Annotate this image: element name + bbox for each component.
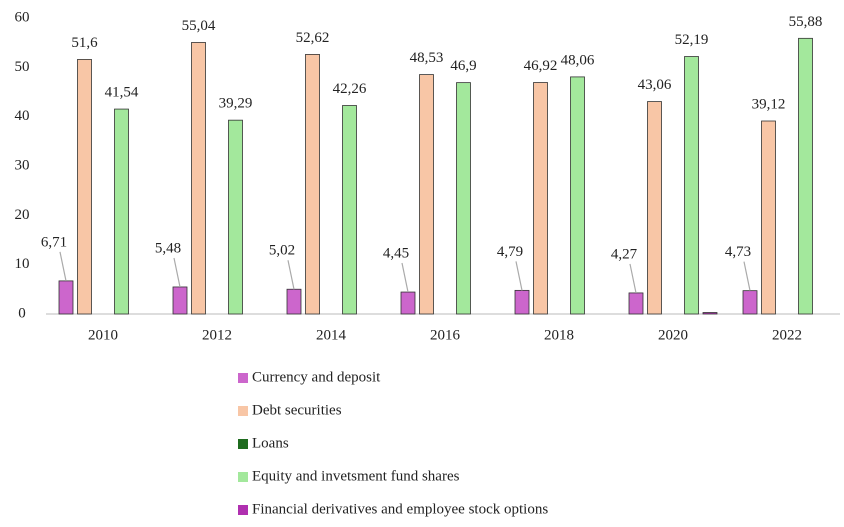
data-label: 55,04 <box>182 18 216 34</box>
bar <box>628 292 644 315</box>
bar <box>191 42 206 315</box>
data-label: 39,29 <box>219 96 253 112</box>
y-tick-label: 50 <box>15 59 30 75</box>
legend-label: Debt securities <box>252 402 342 418</box>
bar <box>77 59 92 315</box>
legend-swatch <box>238 439 248 449</box>
data-label: 46,9 <box>450 58 476 74</box>
data-label: 46,92 <box>524 58 558 74</box>
data-label: 41,54 <box>105 85 139 101</box>
y-tick-label: 40 <box>15 108 30 124</box>
x-tick-label: 2018 <box>544 327 574 343</box>
x-tick-label: 2022 <box>772 327 802 343</box>
data-label: 52,19 <box>675 32 709 48</box>
legend-swatch <box>238 505 248 515</box>
data-label: 5,02 <box>269 243 295 259</box>
data-label: 55,88 <box>789 14 823 30</box>
data-label: 52,62 <box>296 30 330 46</box>
bar <box>761 120 776 315</box>
bar <box>647 101 662 315</box>
bar <box>419 74 434 315</box>
bar <box>286 288 302 315</box>
data-label: 48,06 <box>561 52 595 68</box>
x-tick-label: 2014 <box>316 327 347 343</box>
leader-line <box>515 261 523 291</box>
bar <box>114 108 129 315</box>
bar <box>798 37 813 315</box>
y-tick-label: 30 <box>15 157 30 173</box>
data-label: 4,27 <box>611 246 638 262</box>
leader-line <box>173 257 181 288</box>
bar <box>400 291 416 315</box>
data-label: 51,6 <box>71 35 98 51</box>
bar <box>342 105 357 315</box>
data-label: 4,73 <box>725 244 751 260</box>
leader-line <box>401 262 409 293</box>
legend-label: Financial derivatives and employee stock… <box>252 501 548 517</box>
data-label: 48,53 <box>410 50 444 66</box>
leader-line <box>629 263 637 294</box>
data-label: 4,79 <box>497 244 523 260</box>
y-tick-label: 0 <box>18 305 26 321</box>
bar <box>228 119 243 315</box>
bar <box>514 289 530 315</box>
legend-swatch <box>238 472 248 482</box>
data-label: 4,45 <box>383 245 409 261</box>
data-label: 42,26 <box>333 81 367 97</box>
bar <box>702 312 718 315</box>
y-tick-label: 20 <box>15 207 30 223</box>
x-tick-label: 2020 <box>658 327 688 343</box>
legend-swatch <box>238 406 248 416</box>
bar <box>533 82 548 315</box>
x-tick-label: 2010 <box>88 327 118 343</box>
y-tick-label: 60 <box>15 9 30 25</box>
x-tick-label: 2016 <box>430 327 461 343</box>
leader-line <box>59 251 67 282</box>
bar <box>58 280 74 315</box>
data-label: 39,12 <box>752 96 786 112</box>
bar <box>684 56 699 315</box>
leader-line <box>743 261 751 291</box>
bar <box>172 286 188 315</box>
data-label: 6,71 <box>41 234 67 250</box>
bar <box>570 76 585 315</box>
y-tick-label: 10 <box>15 256 30 272</box>
legend-label: Currency and deposit <box>252 369 381 385</box>
x-tick-label: 2012 <box>202 327 232 343</box>
legend-swatch <box>238 373 248 383</box>
bar <box>305 54 320 315</box>
legend-label: Loans <box>252 435 289 451</box>
leader-line <box>287 260 295 290</box>
legend-label: Equity and invetsment fund shares <box>252 468 460 484</box>
bar <box>742 290 758 315</box>
data-label: 43,06 <box>638 77 672 93</box>
bar <box>456 82 471 315</box>
data-label: 5,48 <box>155 240 181 256</box>
